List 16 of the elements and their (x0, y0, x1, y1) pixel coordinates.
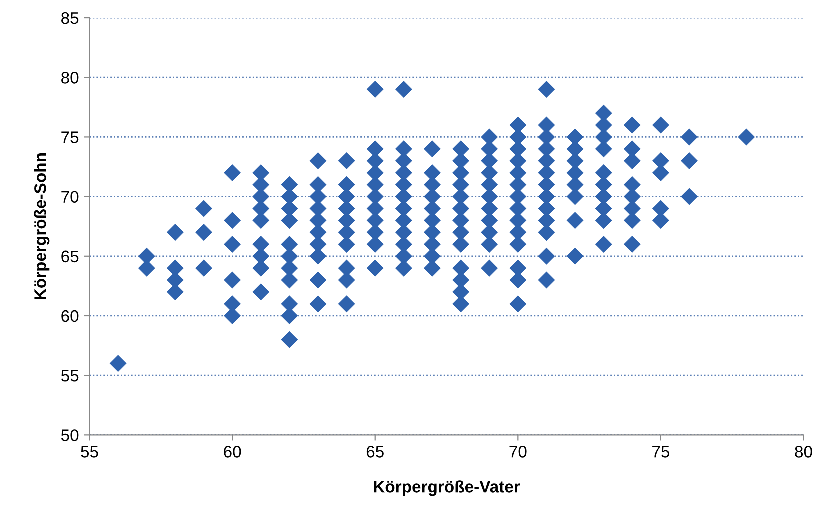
y-tick-label: 65 (62, 250, 79, 263)
x-tick-label: 70 (510, 446, 527, 458)
x-tick-label: 55 (81, 446, 98, 458)
x-tick-label: 60 (224, 446, 242, 458)
x-tick-label: 75 (652, 446, 670, 458)
y-tick-label: 85 (62, 12, 79, 24)
y-tick-label: 50 (61, 430, 79, 442)
x-tick-label: 65 (366, 446, 384, 458)
y-tick-label: 60 (62, 310, 79, 322)
x-axis-title: Körpergröße-Vater (374, 480, 520, 496)
y-tick-label: 75 (62, 132, 79, 144)
x-tick-label: 80 (795, 446, 812, 458)
y-axis-title: Körpergröße-Sohn (34, 154, 50, 300)
y-tick-label: 80 (62, 72, 79, 84)
y-tick-label: 70 (62, 191, 79, 204)
y-tick-label: 55 (61, 370, 79, 382)
